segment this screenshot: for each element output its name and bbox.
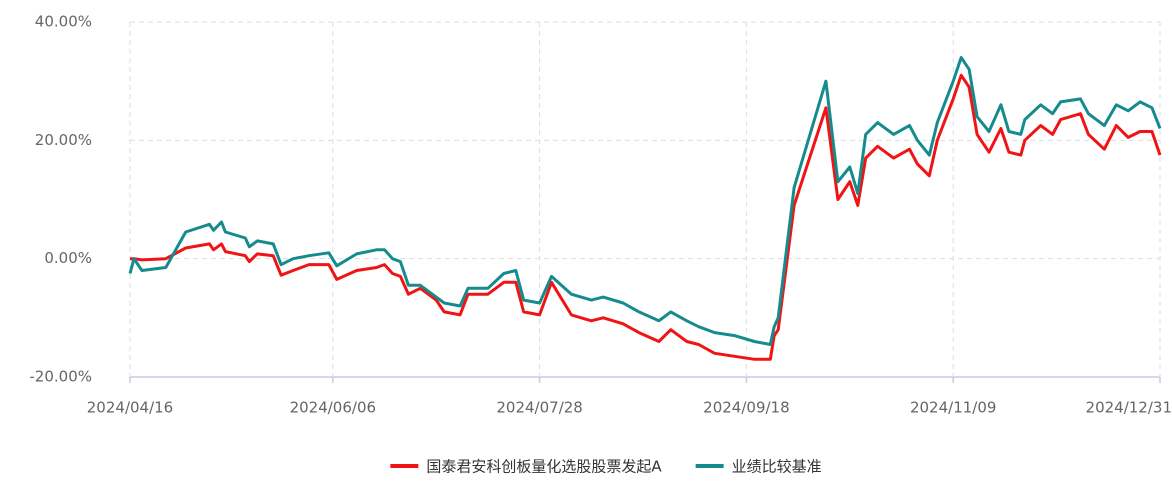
legend-label: 国泰君安科创板量化选股股票发起A	[426, 458, 662, 476]
legend-label: 业绩比较基准	[732, 458, 822, 476]
x-tick-label: 2024/04/16	[87, 399, 173, 417]
series-line	[128, 56, 1162, 346]
y-tick-label: 20.00%	[35, 131, 92, 149]
x-tick-label: 2024/09/18	[703, 399, 789, 417]
x-tick-label: 2024/07/28	[496, 399, 582, 417]
x-tick-label: 2024/06/06	[290, 399, 376, 417]
legend: 国泰君安科创板量化选股股票发起A 业绩比较基准	[390, 458, 822, 476]
x-tick-label: 2024/12/31	[1086, 399, 1172, 417]
y-tick-label: 0.00%	[44, 249, 92, 267]
x-tick-label: 2024/11/09	[910, 399, 996, 417]
y-tick-label: 40.00%	[35, 13, 92, 31]
y-tick-label: -20.00%	[29, 368, 92, 386]
series-line	[130, 73, 1162, 361]
